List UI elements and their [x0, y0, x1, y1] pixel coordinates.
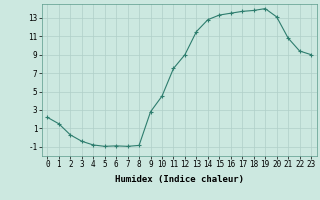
X-axis label: Humidex (Indice chaleur): Humidex (Indice chaleur): [115, 175, 244, 184]
